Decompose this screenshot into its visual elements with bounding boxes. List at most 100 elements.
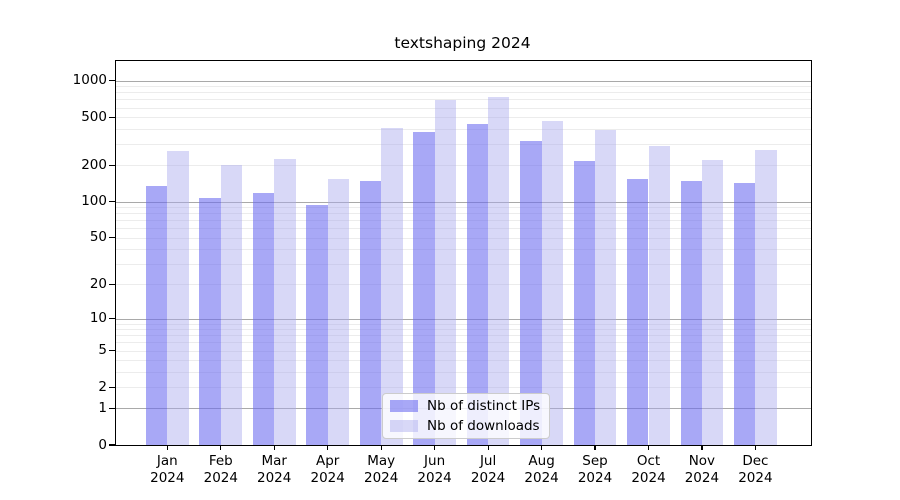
y-tick-5 xyxy=(109,349,115,352)
y-tick-100 xyxy=(109,201,115,203)
bar-jan-downloads xyxy=(167,150,189,445)
y-tick-label-10: 10 xyxy=(89,310,107,326)
x-tick-label-jun: Jun 2024 xyxy=(417,453,452,486)
x-tick-aug xyxy=(541,445,543,450)
bar-dec-distinct-ips xyxy=(734,182,756,445)
gridline-80 xyxy=(116,213,811,215)
gridline-10 xyxy=(116,318,811,320)
x-tick-label-oct: Oct 2024 xyxy=(631,453,666,486)
legend: Nb of distinct IPs Nb of downloads xyxy=(382,393,550,439)
x-tick-apr xyxy=(327,445,329,450)
bar-jul-downloads xyxy=(488,96,510,445)
chart-title: textshaping 2024 xyxy=(394,34,531,52)
bar-sep-distinct-ips xyxy=(573,161,595,445)
gridline-800 xyxy=(116,92,811,94)
x-tick-label-dec: Dec 2024 xyxy=(738,453,773,486)
bar-may-distinct-ips xyxy=(359,181,382,445)
bar-jul-distinct-ips xyxy=(466,124,489,445)
bar-aug-distinct-ips xyxy=(520,141,542,445)
bar-nov-distinct-ips xyxy=(680,181,702,445)
y-tick-1 xyxy=(109,407,115,410)
x-tick-feb xyxy=(220,445,222,450)
gridline-3 xyxy=(116,371,811,373)
y-tick-label-0: 0 xyxy=(98,436,107,453)
bar-nov-downloads xyxy=(701,160,724,445)
y-tick-200 xyxy=(109,164,115,166)
y-tick-50 xyxy=(109,237,115,239)
bar-feb-distinct-ips xyxy=(199,198,221,445)
bar-feb-downloads xyxy=(220,164,243,445)
plot-area: Nb of distinct IPs Nb of downloads 0 1 2 5 1… xyxy=(73,60,812,486)
gridline-40 xyxy=(116,249,811,251)
legend-item-distinct-ips: Nb of distinct IPs xyxy=(390,398,541,414)
x-tick-jul xyxy=(487,445,489,450)
gridline-20 xyxy=(116,284,811,286)
x-tick-label-sep: Sep 2024 xyxy=(577,453,613,486)
gridline-5 xyxy=(116,350,811,352)
y-tick-label-200: 200 xyxy=(81,156,107,173)
x-tick-label-jan: Jan 2024 xyxy=(150,453,185,486)
bar-sep-downloads xyxy=(595,130,617,445)
gridline-600 xyxy=(116,107,811,109)
x-tick-label-jul: Jul 2024 xyxy=(470,453,506,486)
bar-oct-downloads xyxy=(648,146,670,445)
gridline-70 xyxy=(116,220,811,222)
x-tick-label-mar: Mar 2024 xyxy=(257,453,292,486)
y-tick-label-100: 100 xyxy=(81,193,107,210)
y-tick-10 xyxy=(109,317,115,320)
bar-jun-distinct-ips xyxy=(413,132,435,445)
y-tick-2 xyxy=(109,386,115,388)
y-tick-label-2: 2 xyxy=(98,378,107,395)
gridline-100 xyxy=(116,201,811,203)
gridline-30 xyxy=(116,263,811,265)
y-tick-label-5: 5 xyxy=(98,342,107,358)
legend-swatch-downloads xyxy=(390,419,418,433)
gridline-700 xyxy=(116,99,811,101)
x-tick-may xyxy=(380,445,382,450)
gridline-90 xyxy=(116,207,811,209)
bar-jun-downloads xyxy=(434,99,456,445)
y-tick-label-1: 1 xyxy=(98,399,107,416)
gridline-400 xyxy=(116,128,811,130)
x-tick-nov xyxy=(701,445,703,450)
legend-swatch-distinct-ips xyxy=(390,399,418,413)
bar-may-downloads xyxy=(381,128,403,445)
legend-item-downloads: Nb of downloads xyxy=(390,418,541,434)
gridline-2 xyxy=(116,387,811,389)
gridline-500 xyxy=(116,117,811,119)
bar-mar-distinct-ips xyxy=(252,193,275,445)
bar-dec-downloads xyxy=(755,149,777,445)
x-tick-jan xyxy=(166,445,168,450)
y-tick-label-500: 500 xyxy=(81,108,107,125)
y-tick-20 xyxy=(109,283,115,286)
x-tick-dec xyxy=(754,445,757,450)
x-tick-label-feb: Feb 2024 xyxy=(203,453,238,486)
bar-apr-distinct-ips xyxy=(306,205,328,445)
x-tick-mar xyxy=(273,445,275,450)
y-tick-1000 xyxy=(109,80,115,82)
y-tick-label-50: 50 xyxy=(89,229,107,246)
legend-label-distinct-ips: Nb of distinct IPs xyxy=(427,398,541,414)
gridline-4 xyxy=(116,360,811,362)
gridline-60 xyxy=(116,228,811,230)
bar-jan-distinct-ips xyxy=(145,185,168,445)
bar-oct-distinct-ips xyxy=(627,178,649,445)
y-tick-label-20: 20 xyxy=(89,275,107,292)
y-tick-0 xyxy=(109,444,115,446)
x-tick-label-may: May 2024 xyxy=(364,453,399,486)
x-tick-label-aug: Aug 2024 xyxy=(524,453,559,486)
legend-label-downloads: Nb of downloads xyxy=(427,418,540,434)
gridline-900 xyxy=(116,86,811,88)
gridline-6 xyxy=(116,342,811,344)
gridline-7 xyxy=(116,335,811,337)
gridline-8 xyxy=(116,329,811,331)
gridline-1000 xyxy=(116,80,811,82)
bar-aug-downloads xyxy=(541,121,563,445)
x-tick-oct xyxy=(647,445,650,450)
x-tick-label-nov: Nov 2024 xyxy=(684,453,720,486)
bar-apr-downloads xyxy=(327,179,350,445)
gridline-200 xyxy=(116,165,811,167)
x-tick-jun xyxy=(434,445,436,450)
x-tick-label-apr: Apr 2024 xyxy=(310,453,345,486)
